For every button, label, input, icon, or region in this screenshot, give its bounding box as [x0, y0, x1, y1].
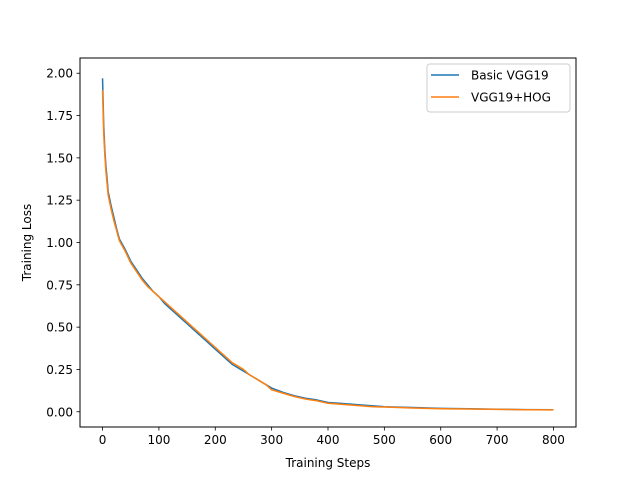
series-layer	[101, 78, 554, 411]
x-tick-label: 0	[99, 433, 107, 447]
x-tick-label: 200	[204, 433, 227, 447]
series-line-basic-vgg19	[101, 78, 554, 411]
legend-frame	[426, 63, 571, 113]
x-tick-label: 800	[542, 433, 565, 447]
plot-area-frame	[79, 57, 577, 428]
legend: Basic VGG19 VGG19+HOG	[426, 63, 571, 113]
y-tick-label: 1.50	[46, 151, 73, 165]
x-tick-label: 300	[260, 433, 283, 447]
series-line-vgg19-hog	[101, 90, 554, 411]
x-axis-label: Training Steps	[285, 456, 371, 470]
y-tick-label: 0.75	[46, 278, 73, 292]
ticks-layer: 0 100 200 300 400 500 600 700 800 0.00 0.25 0.50 0.7…	[46, 67, 565, 447]
x-tick-label: 100	[147, 433, 170, 447]
y-tick-label: 1.75	[46, 109, 73, 123]
y-tick-label: 1.25	[46, 194, 73, 208]
y-tick-label: 0.50	[46, 321, 73, 335]
x-tick-label: 400	[317, 433, 340, 447]
y-tick-label: 2.00	[46, 67, 73, 81]
legend-label-basic-vgg19: Basic VGG19	[471, 69, 549, 83]
x-tick-label: 600	[429, 433, 452, 447]
x-tick-label: 500	[373, 433, 396, 447]
legend-label-vgg19-hog: VGG19+HOG	[471, 91, 551, 105]
y-axis-label: Training Loss	[20, 204, 34, 282]
y-tick-label: 1.00	[46, 236, 73, 250]
y-tick-label: 0.00	[46, 405, 73, 419]
x-tick-label: 700	[486, 433, 509, 447]
y-tick-label: 0.25	[46, 363, 73, 377]
